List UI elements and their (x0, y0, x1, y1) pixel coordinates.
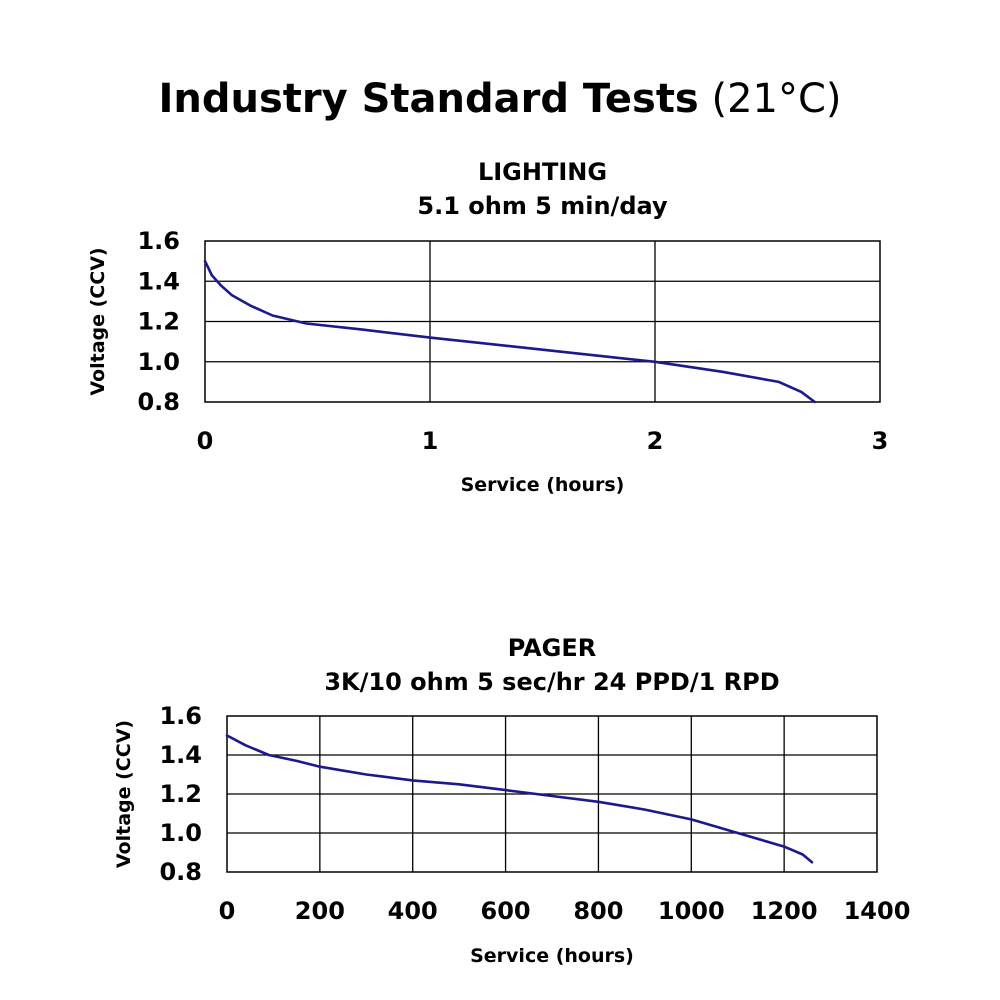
lighting-y-tick-label: 0.8 (137, 388, 180, 416)
pager-x-tick-label: 1000 (658, 897, 725, 925)
pager-y-tick-label: 0.8 (159, 858, 202, 886)
lighting-voltage-line (203, 259, 817, 404)
lighting-chart-subtitle: 5.1 ohm 5 min/day (417, 192, 668, 220)
pager-x-tick-label: 1200 (751, 897, 818, 925)
lighting-y-axis-label: Voltage (CCV) (87, 247, 109, 395)
pager-y-tick-label: 1.4 (159, 741, 202, 769)
lighting-y-tick-label: 1.2 (137, 308, 180, 336)
lighting-chart: LIGHTING 5.1 ohm 5 min/day 0.8 1.0 1.2 1.4 1.6… (87, 158, 888, 496)
pager-chart: PAGER 3K/10 ohm 5 sec/hr 24 PPD/1 RPD 0.8 1… (113, 634, 910, 967)
pager-x-tick-label: 200 (295, 897, 345, 925)
pager-plot-frame (226, 715, 878, 873)
pager-voltage-line (225, 734, 814, 864)
lighting-chart-title: LIGHTING (478, 158, 607, 186)
pager-chart-title: PAGER (508, 634, 597, 662)
lighting-y-tick-label: 1.4 (137, 267, 180, 295)
page-title-main: Industry Standard Tests (158, 76, 699, 122)
lighting-x-tick-label: 1 (422, 427, 439, 455)
pager-y-tick-label: 1.0 (159, 819, 202, 847)
page-title-temperature: (21°C) (711, 76, 842, 122)
lighting-x-tick-label: 2 (647, 427, 664, 455)
lighting-plot-frame (204, 240, 881, 403)
lighting-y-tick-label: 1.6 (137, 227, 180, 255)
pager-x-tick-label: 800 (573, 897, 623, 925)
lighting-x-tick-label: 3 (872, 427, 889, 455)
pager-y-tick-label: 1.2 (159, 780, 202, 808)
pager-y-axis-label: Voltage (CCV) (113, 720, 135, 868)
pager-x-tick-label: 600 (481, 897, 531, 925)
lighting-x-tick-label: 0 (197, 427, 214, 455)
pager-x-axis-label: Service (hours) (470, 945, 634, 967)
pager-y-tick-label: 1.6 (159, 702, 202, 730)
page-title: Industry Standard Tests (21°C) (0, 74, 1000, 124)
pager-x-tick-label: 400 (388, 897, 438, 925)
pager-x-tick-label: 1400 (844, 897, 911, 925)
pager-chart-subtitle: 3K/10 ohm 5 sec/hr 24 PPD/1 RPD (324, 668, 779, 696)
lighting-x-axis-label: Service (hours) (461, 474, 625, 496)
lighting-y-tick-label: 1.0 (137, 348, 180, 376)
pager-x-tick-label: 0 (219, 897, 236, 925)
